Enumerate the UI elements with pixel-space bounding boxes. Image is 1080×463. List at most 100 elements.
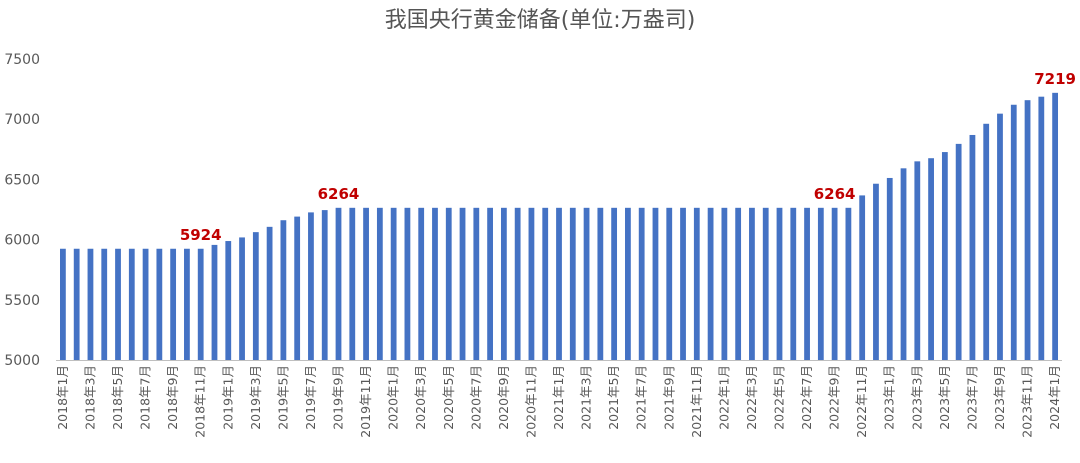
x-axis: 2018年1月 2018年3月 2018年5月 2018年7月 2018年9月 2018年…: [55, 365, 1062, 438]
x-tick-label: 2018年5月: [110, 365, 125, 430]
bar: [266, 226, 273, 360]
bar: [473, 207, 480, 360]
bar: [652, 207, 659, 360]
bar: [459, 207, 466, 360]
bar: [500, 207, 507, 360]
x-tick-label: 2020年1月: [386, 365, 401, 430]
bar: [418, 207, 425, 360]
x-tick-label: 2022年1月: [716, 365, 731, 430]
x-tick-label: 2019年7月: [303, 365, 318, 430]
bar: [528, 207, 535, 360]
x-tick-label: 2019年1月: [220, 365, 235, 430]
bar: [335, 207, 342, 360]
y-tick-label: 7000: [4, 112, 40, 128]
x-tick-label: 2023年3月: [909, 365, 924, 430]
y-tick-label: 5000: [4, 353, 40, 369]
bar: [583, 207, 590, 360]
x-tick-label: 2019年3月: [248, 365, 263, 430]
data-labels: 5924 6264 6264 7219: [180, 70, 1076, 244]
bar: [211, 244, 218, 360]
y-tick-label: 7500: [4, 52, 40, 68]
bar: [1010, 104, 1017, 360]
x-tick-label: 2020年3月: [413, 365, 428, 430]
bar-series: [60, 92, 1059, 361]
bar: [363, 207, 369, 360]
x-tick-label: 2023年1月: [882, 365, 897, 430]
x-tick-label: 2021年9月: [661, 365, 676, 430]
x-tick-label: 2021年5月: [606, 365, 621, 430]
bar: [294, 216, 301, 360]
bar: [790, 207, 797, 360]
x-tick-label: 2022年3月: [744, 365, 759, 430]
bar: [900, 168, 907, 360]
bar: [735, 207, 742, 360]
x-tick-label: 2022年5月: [771, 365, 786, 430]
bar: [1038, 96, 1045, 360]
bar: [625, 207, 631, 360]
x-tick-label: 2019年9月: [331, 365, 346, 430]
bar: [60, 248, 66, 360]
bar: [569, 207, 576, 360]
x-tick-label: 2018年11月: [193, 365, 208, 438]
bar: [928, 158, 934, 360]
data-label: 6264: [814, 185, 856, 203]
bar: [666, 207, 673, 360]
x-tick-label: 2023年5月: [937, 365, 952, 430]
x-tick-label: 2023年9月: [992, 365, 1007, 430]
bar: [308, 212, 314, 360]
bar: [845, 207, 852, 360]
x-tick-label: 2022年7月: [799, 365, 814, 430]
x-tick-label: 2020年5月: [441, 365, 456, 430]
bar: [73, 248, 80, 360]
bar: [914, 161, 921, 360]
bar: [886, 177, 893, 360]
bar: [1052, 92, 1059, 360]
bar: [997, 113, 1003, 360]
bar: [101, 248, 108, 360]
bar: [404, 207, 411, 360]
bar: [156, 248, 163, 360]
bar: [638, 207, 645, 360]
bar: [693, 207, 700, 360]
bar: [1024, 100, 1031, 361]
x-tick-label: 2022年11月: [854, 365, 869, 438]
y-tick-label: 6500: [4, 172, 40, 188]
bar: [514, 207, 521, 360]
bar: [831, 207, 838, 360]
bar: [749, 207, 755, 360]
bar: [321, 210, 328, 360]
bar: [859, 195, 866, 360]
bar: [873, 183, 879, 360]
bar: [197, 248, 204, 360]
x-tick-label: 2021年7月: [634, 365, 649, 430]
chart-title: 我国央行黄金储备(单位:万盎司): [385, 8, 696, 33]
y-axis: 5000 5500 6000 6500 7000 7500: [4, 52, 40, 369]
data-label: 6264: [318, 185, 360, 203]
bar: [239, 237, 245, 360]
y-tick-label: 6000: [4, 233, 40, 249]
x-tick-label: 2019年5月: [275, 365, 290, 430]
bar: [252, 232, 259, 360]
bar: [707, 207, 714, 360]
bar: [487, 207, 493, 360]
x-tick-label: 2018年9月: [165, 365, 180, 430]
x-tick-label: 2023年7月: [964, 365, 979, 430]
x-tick-label: 2020年11月: [523, 365, 538, 438]
bar: [804, 207, 810, 360]
x-tick-label: 2021年11月: [689, 365, 704, 438]
x-tick-label: 2018年3月: [82, 365, 97, 430]
bar: [115, 248, 121, 360]
bar: [376, 207, 383, 360]
bar: [349, 207, 356, 360]
bar: [762, 207, 769, 360]
bar: [128, 248, 135, 360]
x-tick-label: 2024年1月: [1047, 365, 1062, 430]
bar: [390, 207, 397, 360]
x-tick-label: 2019年11月: [358, 365, 373, 438]
bar: [817, 207, 824, 360]
bar: [184, 248, 190, 360]
bar: [142, 248, 149, 360]
bar: [983, 123, 990, 360]
bar: [941, 152, 948, 360]
